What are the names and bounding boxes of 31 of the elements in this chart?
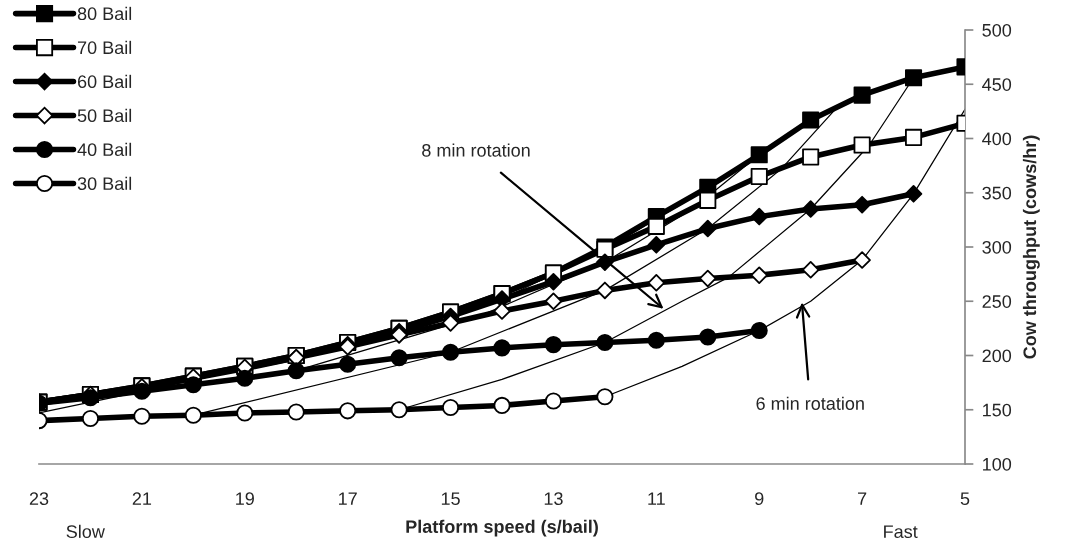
y-tick-label: 450 xyxy=(982,78,1012,91)
y-tick-label: 350 xyxy=(982,186,1012,200)
x-tick-label: 5 xyxy=(960,492,970,506)
x-tick-label: 21 xyxy=(132,492,152,505)
x-tick-label: 19 xyxy=(236,492,254,506)
y-tick-label: 500 xyxy=(982,23,1012,37)
text: Fast xyxy=(884,525,918,539)
x-tick-label: 13 xyxy=(544,492,563,506)
y-tick-label: 150 xyxy=(983,403,1012,417)
y-tick-label: 300 xyxy=(982,240,1012,254)
annotation: 8 min rotation xyxy=(422,143,530,157)
legend-label: 30 Bail xyxy=(77,176,132,191)
y-tick-label: 250 xyxy=(982,295,1012,308)
y-tick-label: 200 xyxy=(982,349,1012,363)
x-tick-label: 17 xyxy=(339,492,357,505)
y-tick-label: 100 xyxy=(983,457,1012,471)
x-tick-label: 15 xyxy=(441,492,460,506)
x-tick-label: 9 xyxy=(755,492,764,506)
y-axis-title: Cow throughput (cows/hr) xyxy=(1022,135,1040,359)
x-tick-label: 11 xyxy=(648,492,665,505)
y-tick-label: 400 xyxy=(982,132,1012,146)
legend-label: 60 Bail xyxy=(77,74,132,89)
text: Slow xyxy=(66,524,105,539)
legend-label: 40 Bail xyxy=(77,142,132,157)
x-axis-title: Platform speed (s/bail) xyxy=(406,519,598,537)
x-tick-label: 7 xyxy=(858,492,867,505)
legend-label: 50 Bail xyxy=(77,108,132,123)
legend-label: 80 Bail xyxy=(77,6,132,21)
annotation: 6 min rotation xyxy=(756,396,864,410)
x-tick-label: 23 xyxy=(29,492,49,506)
legend-label: 70 Bail xyxy=(77,40,132,55)
